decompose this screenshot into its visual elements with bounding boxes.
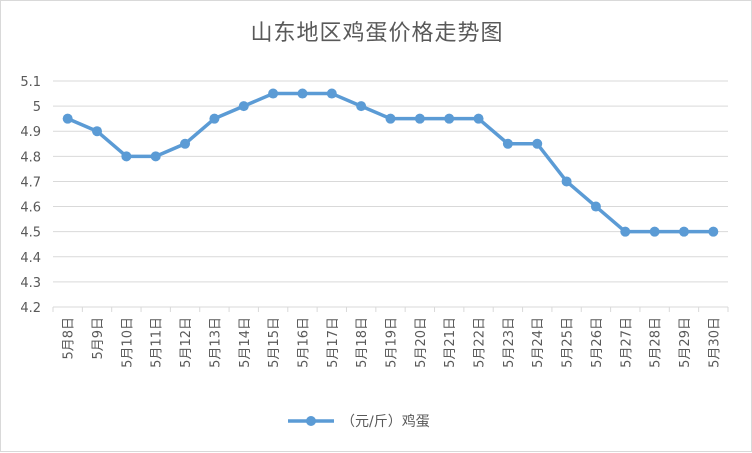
y-tick-label: 4.7 (20, 175, 41, 190)
y-tick-label: 4.6 (20, 201, 41, 216)
data-point (180, 138, 191, 149)
data-point (502, 138, 513, 149)
data-point (678, 226, 689, 237)
data-point (268, 88, 279, 99)
x-tick-label: 5月17日 (326, 317, 341, 368)
data-point (297, 88, 308, 99)
data-point (620, 226, 631, 237)
y-tick-label: 4.4 (20, 251, 41, 266)
data-point (444, 113, 455, 124)
y-tick-label: 4.9 (20, 125, 41, 140)
x-tick-label: 5月21日 (443, 317, 458, 368)
data-point (238, 101, 249, 112)
x-tick-label: 5月8日 (62, 317, 77, 360)
data-point (121, 151, 132, 162)
x-tick-label: 5月30日 (707, 317, 722, 368)
data-point (62, 113, 73, 124)
x-tick-label: 5月12日 (179, 317, 194, 368)
data-point (385, 113, 396, 124)
x-tick-label: 5月28日 (649, 317, 664, 368)
data-point (150, 151, 161, 162)
x-tick-label: 5月23日 (502, 317, 517, 368)
y-tick-label: 4.5 (20, 226, 41, 241)
x-tick-label: 5月24日 (531, 317, 546, 368)
x-tick-label: 5月11日 (150, 317, 165, 368)
data-point (473, 113, 484, 124)
y-tick-label: 5 (33, 100, 41, 115)
x-tick-label: 5月29日 (678, 317, 693, 368)
chart-title: 山东地区鸡蛋价格走势图 (250, 21, 504, 46)
x-tick-label: 5月18日 (355, 317, 370, 368)
data-point (92, 126, 103, 137)
data-point (356, 101, 367, 112)
x-tick-label: 5月27日 (619, 317, 634, 368)
x-tick-label: 5月14日 (238, 317, 253, 368)
data-point (414, 113, 425, 124)
x-tick-label: 5月26日 (590, 317, 605, 368)
x-tick-label: 5月19日 (385, 317, 400, 368)
data-point (209, 113, 220, 124)
x-tick-label: 5月9日 (91, 317, 106, 360)
legend-marker (306, 416, 316, 426)
legend-label: （元/斤）鸡蛋 (341, 413, 430, 430)
x-tick-label: 5月22日 (473, 317, 488, 368)
x-tick-label: 5月13日 (208, 317, 223, 368)
data-point (532, 138, 543, 149)
data-point (649, 226, 660, 237)
x-tick-label: 5月16日 (296, 317, 311, 368)
x-tick-label: 5月25日 (561, 317, 576, 368)
y-tick-label: 5.1 (20, 75, 41, 90)
data-point (326, 88, 337, 99)
data-point (590, 201, 601, 212)
x-tick-label: 5月15日 (267, 317, 282, 368)
x-tick-label: 5月20日 (414, 317, 429, 368)
data-point (561, 176, 572, 187)
y-tick-label: 4.8 (20, 150, 41, 165)
x-tick-label: 5月10日 (120, 317, 135, 368)
y-tick-label: 4.2 (20, 301, 41, 316)
y-tick-label: 4.3 (20, 276, 41, 291)
data-point (708, 226, 719, 237)
